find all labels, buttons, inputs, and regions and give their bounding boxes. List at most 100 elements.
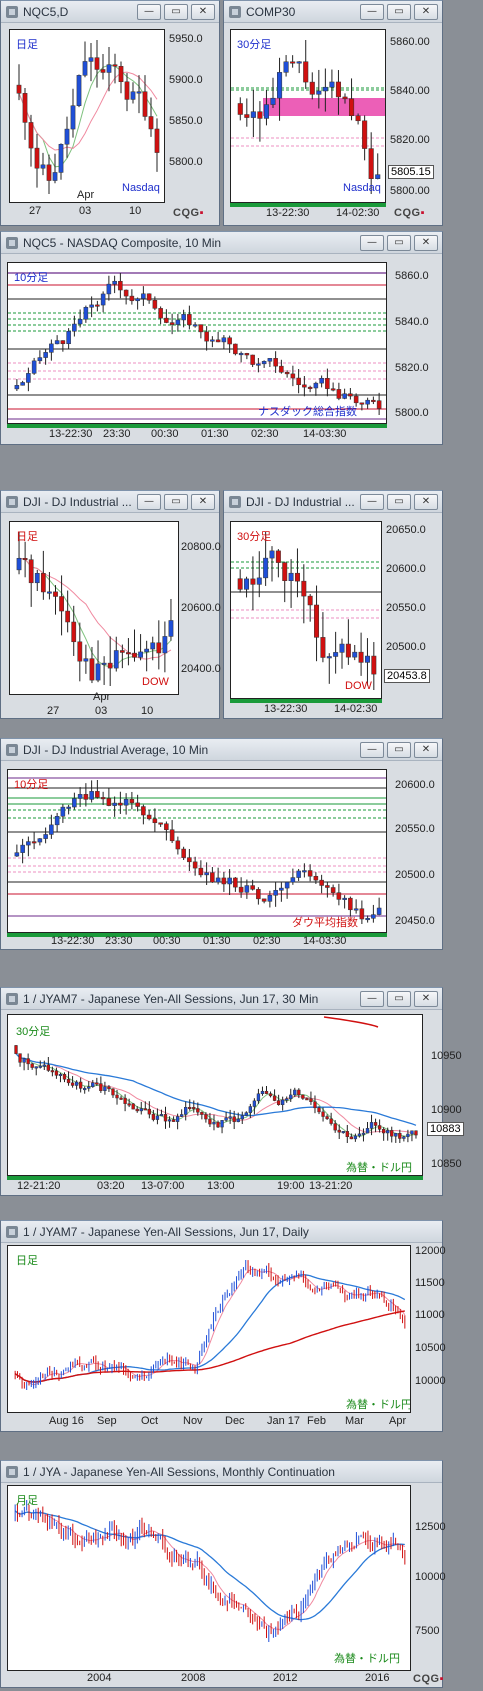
- minimize-button[interactable]: —: [137, 494, 161, 510]
- candle-body: [325, 1116, 329, 1120]
- minimize-button[interactable]: —: [360, 991, 384, 1007]
- minimize-button[interactable]: —: [360, 742, 384, 758]
- candle-body: [200, 1111, 204, 1115]
- candle-body: [31, 841, 37, 844]
- candle-body: [129, 798, 135, 804]
- candle-body: [136, 91, 142, 94]
- candle-body: [83, 794, 89, 800]
- titlebar[interactable]: DJI - DJ Industrial ... — ▭ ✕: [224, 491, 442, 513]
- titlebar[interactable]: DJI - DJ Industrial ... — ▭ ✕: [1, 491, 219, 513]
- chart-area[interactable]: 30分足 DOW: [230, 521, 382, 699]
- candle-body: [168, 620, 174, 637]
- restore-button[interactable]: ▭: [387, 494, 411, 510]
- close-button[interactable]: ✕: [414, 494, 438, 510]
- chart-area[interactable]: 日足 DOW: [9, 521, 179, 695]
- window-comp30: COMP30 — ▭ ✕ 30分足 Nasdaq 5860.00 5840.00…: [223, 0, 443, 226]
- restore-button[interactable]: ▭: [387, 991, 411, 1007]
- symbol-label: 為替・ドル円: [346, 1162, 412, 1174]
- candle-body: [155, 1115, 160, 1120]
- chart-area[interactable]: 日足 為替・ドル円: [7, 1245, 411, 1413]
- close-button[interactable]: ✕: [191, 494, 215, 510]
- restore-button[interactable]: ▭: [164, 494, 188, 510]
- x-tick: 14-02:30: [334, 703, 378, 715]
- window-title: DJI - DJ Industrial ...: [246, 495, 355, 509]
- close-button[interactable]: ✕: [414, 991, 438, 1007]
- candle-body: [106, 283, 112, 295]
- candle-body: [290, 61, 296, 64]
- candle-body: [124, 81, 130, 100]
- chart-area[interactable]: 10分足 ダウ平均指数: [7, 769, 387, 933]
- y-tick: 5840.0: [395, 316, 429, 328]
- restore-button[interactable]: ▭: [387, 235, 411, 251]
- candle-body: [66, 806, 71, 809]
- candle-body: [313, 875, 319, 881]
- window-nqc5-daily: NQC5,D — ▭ ✕ 日足 Nasdaq 5950.0 5900.0 585…: [0, 0, 220, 226]
- minimize-button[interactable]: —: [360, 235, 384, 251]
- candle-body: [333, 652, 339, 657]
- candle-body: [406, 1133, 410, 1138]
- candle-body: [402, 1136, 406, 1139]
- candle-body: [46, 164, 52, 181]
- titlebar[interactable]: 1 / JYA - Japanese Yen-All Sessions, Mon…: [1, 1461, 442, 1483]
- chart-area[interactable]: 日足 Nasdaq: [9, 29, 165, 203]
- candle-body: [54, 340, 60, 345]
- x-tick: 10: [129, 205, 142, 217]
- x-tick: 13-22:30: [49, 428, 93, 440]
- symbol-label: Nasdaq: [343, 182, 381, 194]
- candle-body: [263, 104, 269, 119]
- window-title: DJI - DJ Industrial Average, 10 Min: [23, 743, 209, 757]
- y-tick: 5800.00: [390, 185, 430, 197]
- y-tick: 20550.0: [395, 823, 435, 835]
- titlebar[interactable]: NQC5,D — ▭ ✕: [1, 1, 219, 23]
- minimize-button[interactable]: —: [360, 494, 384, 510]
- x-tick: 14-03:30: [303, 428, 347, 440]
- y-tick: 12000: [415, 1245, 446, 1257]
- candle-body: [112, 64, 118, 67]
- candle-body: [221, 877, 227, 885]
- app-icon: [6, 6, 18, 18]
- candle-body: [204, 872, 209, 876]
- chart-area[interactable]: 10分足 ナスダック総合指数: [7, 262, 387, 424]
- candle-body: [60, 806, 66, 817]
- titlebar[interactable]: DJI - DJ Industrial Average, 10 Min — ▭ …: [1, 739, 442, 761]
- x-tick: Feb: [307, 1415, 326, 1427]
- titlebar[interactable]: NQC5 - NASDAQ Composite, 10 Min — ▭ ✕: [1, 232, 442, 254]
- candle-body: [144, 648, 150, 653]
- candle-body: [210, 339, 215, 342]
- candle-body: [135, 802, 140, 807]
- chart-area[interactable]: 30分足 Nasdaq: [230, 29, 386, 203]
- close-button[interactable]: ✕: [414, 4, 438, 20]
- month-label: Apr: [93, 691, 111, 703]
- candle-body: [158, 308, 163, 319]
- candle-body: [167, 1119, 172, 1122]
- restore-button[interactable]: ▭: [387, 4, 411, 20]
- candle-body: [414, 1130, 418, 1136]
- session-strip: [7, 1176, 423, 1180]
- candle-body: [89, 658, 95, 681]
- period-label: 30分足: [237, 531, 272, 543]
- titlebar[interactable]: 1 / JYAM7 - Japanese Yen-All Sessions, J…: [1, 1221, 442, 1243]
- chart-area[interactable]: 30分足 為替・ドル円: [7, 1014, 423, 1176]
- close-button[interactable]: ✕: [191, 4, 215, 20]
- candle-body: [342, 897, 347, 900]
- x-tick: 01:30: [203, 935, 231, 947]
- cqg-logo: CQG▪: [173, 207, 204, 219]
- highlight-band: [263, 98, 385, 116]
- close-button[interactable]: ✕: [414, 235, 438, 251]
- candle-body: [325, 885, 330, 888]
- restore-button[interactable]: ▭: [164, 4, 188, 20]
- candle-body: [256, 889, 261, 900]
- titlebar[interactable]: 1 / JYAM7 - Japanese Yen-All Sessions, J…: [1, 988, 442, 1010]
- y-tick: 11500: [415, 1277, 445, 1289]
- restore-button[interactable]: ▭: [387, 742, 411, 758]
- candle-body: [91, 1082, 95, 1087]
- x-tick: 00:30: [153, 935, 181, 947]
- candle-body: [232, 1116, 236, 1123]
- minimize-button[interactable]: —: [360, 4, 384, 20]
- candle-body: [146, 814, 152, 820]
- close-button[interactable]: ✕: [414, 742, 438, 758]
- candle-body: [227, 337, 232, 345]
- chart-area[interactable]: 月足 為替・ドル円: [7, 1485, 411, 1671]
- minimize-button[interactable]: —: [137, 4, 161, 20]
- titlebar[interactable]: COMP30 — ▭ ✕: [224, 1, 442, 23]
